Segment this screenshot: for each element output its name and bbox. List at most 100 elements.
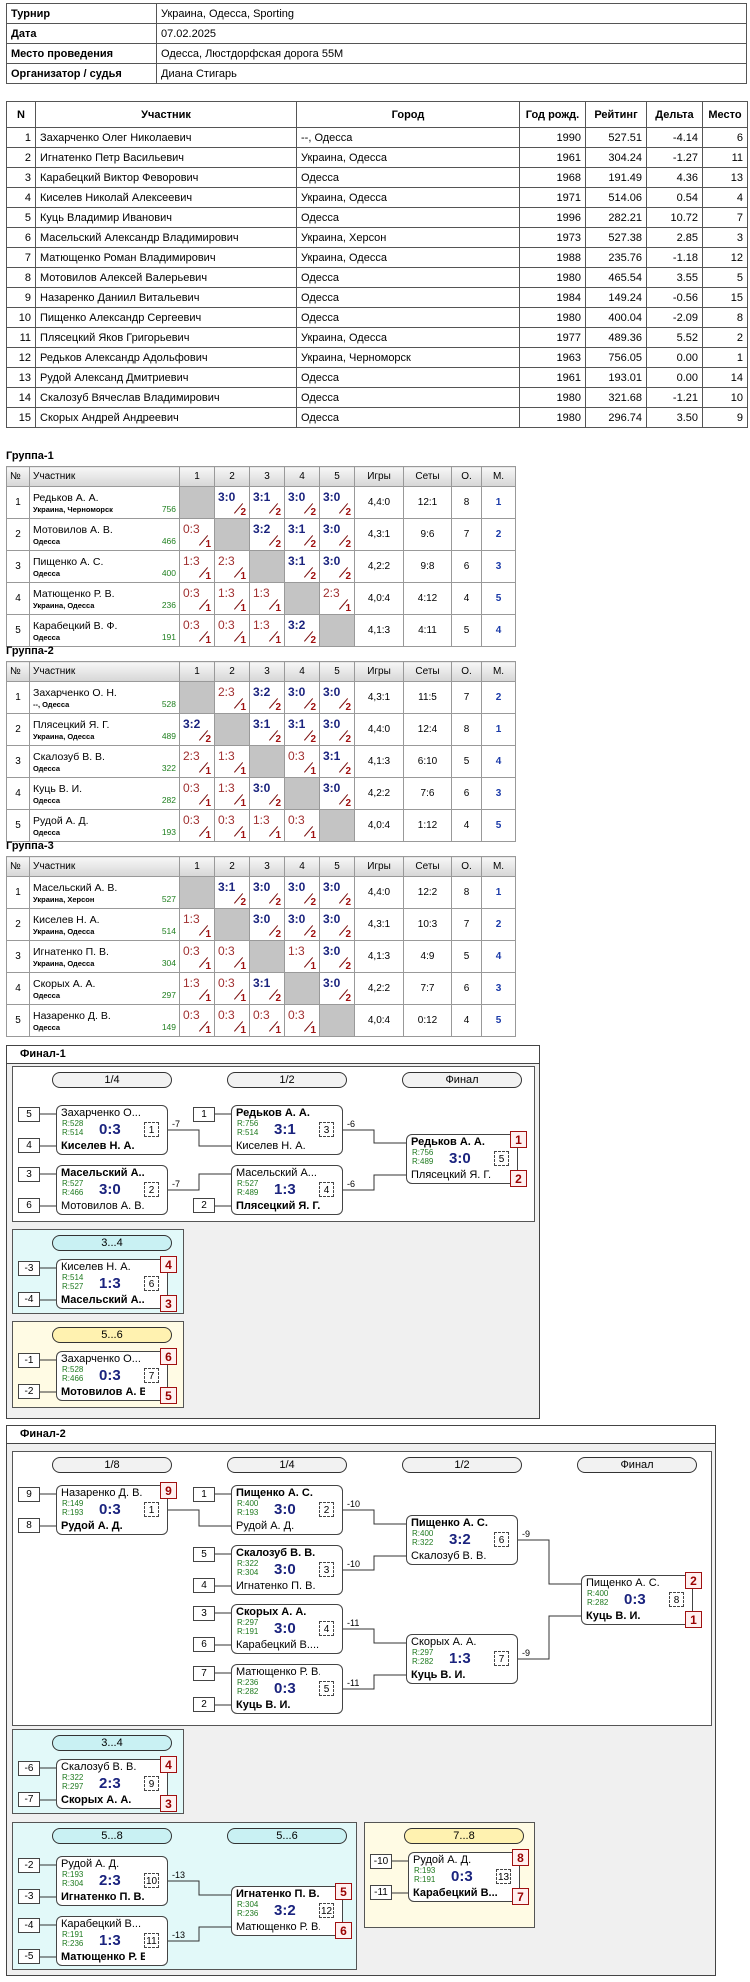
player-name: Масельский А. В. [33, 881, 118, 894]
score: 1:3 [183, 554, 200, 568]
loser-destination: -11 [347, 1678, 360, 1688]
result-mark: 2 [240, 897, 246, 908]
rating-bottom: R:527 [62, 1282, 84, 1291]
loser-destination: -13 [172, 1930, 186, 1940]
score: 0:3 [288, 813, 305, 827]
score: 2:3 [323, 586, 340, 600]
group-table: № Участник 1 2 3 4 5 Игры Сеты О. М. 1 Редьков А. А.… [6, 466, 516, 647]
result-mark: 2 [345, 798, 351, 809]
seed: 1 [193, 1107, 215, 1122]
empty-cell [319, 1004, 355, 1037]
result-cell: 3:1 2 [214, 876, 250, 909]
player-bottom: Мотовилов А. В. [61, 1386, 145, 1398]
player-top: Скалозуб В. В. [61, 1761, 137, 1773]
round-label: Финал [402, 1072, 522, 1088]
match-number: 3 [319, 1122, 334, 1137]
group-table: № Участник 1 2 3 4 5 Игры Сеты О. М. 1 Масельский А.… [6, 856, 516, 1037]
sets: 1:12 [403, 809, 452, 842]
player-top: Редьков А. А. [236, 1107, 310, 1119]
match-number: 9 [144, 1776, 159, 1791]
result-cell: 0:3 1 [284, 1004, 320, 1037]
player-top: Матющенко Р. В. [236, 1666, 320, 1678]
group-row: 1 Редьков А. А. Украина, Черноморск 756 3:0 2… [6, 486, 516, 519]
seed: -1 [18, 1353, 40, 1368]
score: 3:0 [323, 880, 341, 894]
result-cell: 0:3 1 [284, 745, 320, 778]
participant-row: 1 Захарченко Олег Николаевич --, Одесса 199… [6, 127, 748, 148]
player-rating: 149 [161, 1021, 176, 1032]
rating-bottom: R:466 [62, 1188, 84, 1197]
empty-cell [319, 614, 355, 647]
result-mark: 2 [275, 702, 281, 713]
round-label: 1/4 [52, 1072, 172, 1088]
rating-bottom: R:297 [62, 1782, 84, 1791]
info-row: Место проведения Одесса, Люстдорфская дор… [6, 43, 747, 64]
games: 4,3:1 [354, 908, 404, 941]
loser-destination: -9 [522, 1648, 531, 1658]
result-mark: 1 [205, 830, 211, 841]
player-meta: Одесса 466 [33, 536, 176, 546]
score: 3:1 [288, 717, 306, 731]
result-cell: 0:3 1 [214, 809, 250, 842]
place: 5 [481, 809, 516, 842]
cell: 0.00 [646, 367, 703, 388]
score: 3:2 [288, 618, 306, 632]
loser-destination: -13 [172, 1870, 186, 1880]
score: 3:1 [218, 880, 236, 894]
seed: 4 [18, 1138, 40, 1153]
rating-top: R:297 [412, 1648, 434, 1657]
rating-top: R:514 [62, 1273, 84, 1282]
column-header: 2 [214, 466, 250, 487]
points: 7 [451, 518, 482, 551]
player-bottom: Рудой А. Д. [61, 1520, 123, 1532]
games: 4,0:4 [354, 1004, 404, 1037]
empty-cell [179, 876, 215, 909]
player-top: Захарченко О... [61, 1107, 141, 1119]
match-score: 2:3 [99, 1775, 121, 1792]
score: 2:3 [183, 749, 200, 763]
rating-top: R:236 [237, 1678, 259, 1687]
empty-cell [214, 713, 250, 746]
score: 3:1 [288, 554, 306, 568]
player-bottom: Матющенко Р. В. [236, 1921, 320, 1933]
cell: 1996 [519, 207, 586, 228]
result-cell: 1:3 1 [249, 582, 285, 615]
seed: -3 [18, 1889, 40, 1904]
rating-top: R:149 [62, 1499, 84, 1508]
score: 3:0 [288, 880, 306, 894]
player-name: Мотовилов А. В. [33, 523, 113, 536]
result-cell: 1:3 1 [179, 972, 215, 1005]
seed: 6 [193, 1637, 215, 1652]
round-label: 1/2 [402, 1457, 522, 1473]
points: 4 [451, 809, 482, 842]
match-number: 12 [319, 1903, 334, 1918]
participant-cell: Скалозуб В. В. Одесса 322 [29, 745, 180, 778]
cell: 12 [702, 247, 748, 268]
result-mark: 1 [275, 1025, 281, 1036]
result-cell: 3:0 2 [319, 486, 355, 519]
score: 1:3 [218, 586, 235, 600]
result-mark: 2 [345, 766, 351, 777]
result-cell: 3:0 2 [319, 940, 355, 973]
connector-line [343, 1555, 406, 1571]
player-bottom: Карабецкий В... [413, 1887, 497, 1899]
player-meta: --, Одесса 528 [33, 699, 176, 709]
column-header: О. [451, 466, 482, 487]
match-score: 3:1 [274, 1121, 296, 1138]
score: 0:3 [218, 618, 235, 632]
match-number: 1 [144, 1122, 159, 1137]
player-rating: 193 [161, 826, 176, 837]
player-rating: 514 [161, 925, 176, 936]
cell: 282.21 [585, 207, 647, 228]
column-header: 3 [249, 856, 285, 877]
player-name: Киселев Н. А. [33, 913, 100, 926]
cell: Пищенко Александр Сергеевич [35, 307, 297, 328]
player-top: Рудой А. Д. [61, 1858, 120, 1870]
seed: 2 [193, 1697, 215, 1712]
rating-top: R:193 [414, 1866, 436, 1875]
score: 3:0 [323, 522, 341, 536]
player-city: Одесса [33, 1022, 61, 1032]
result-cell: 3:0 2 [319, 713, 355, 746]
result-mark: 1 [205, 929, 211, 940]
group-row: 3 Скалозуб В. В. Одесса 322 2:3 1 1:3 1 0:3 1 3:1 2… [6, 745, 516, 778]
